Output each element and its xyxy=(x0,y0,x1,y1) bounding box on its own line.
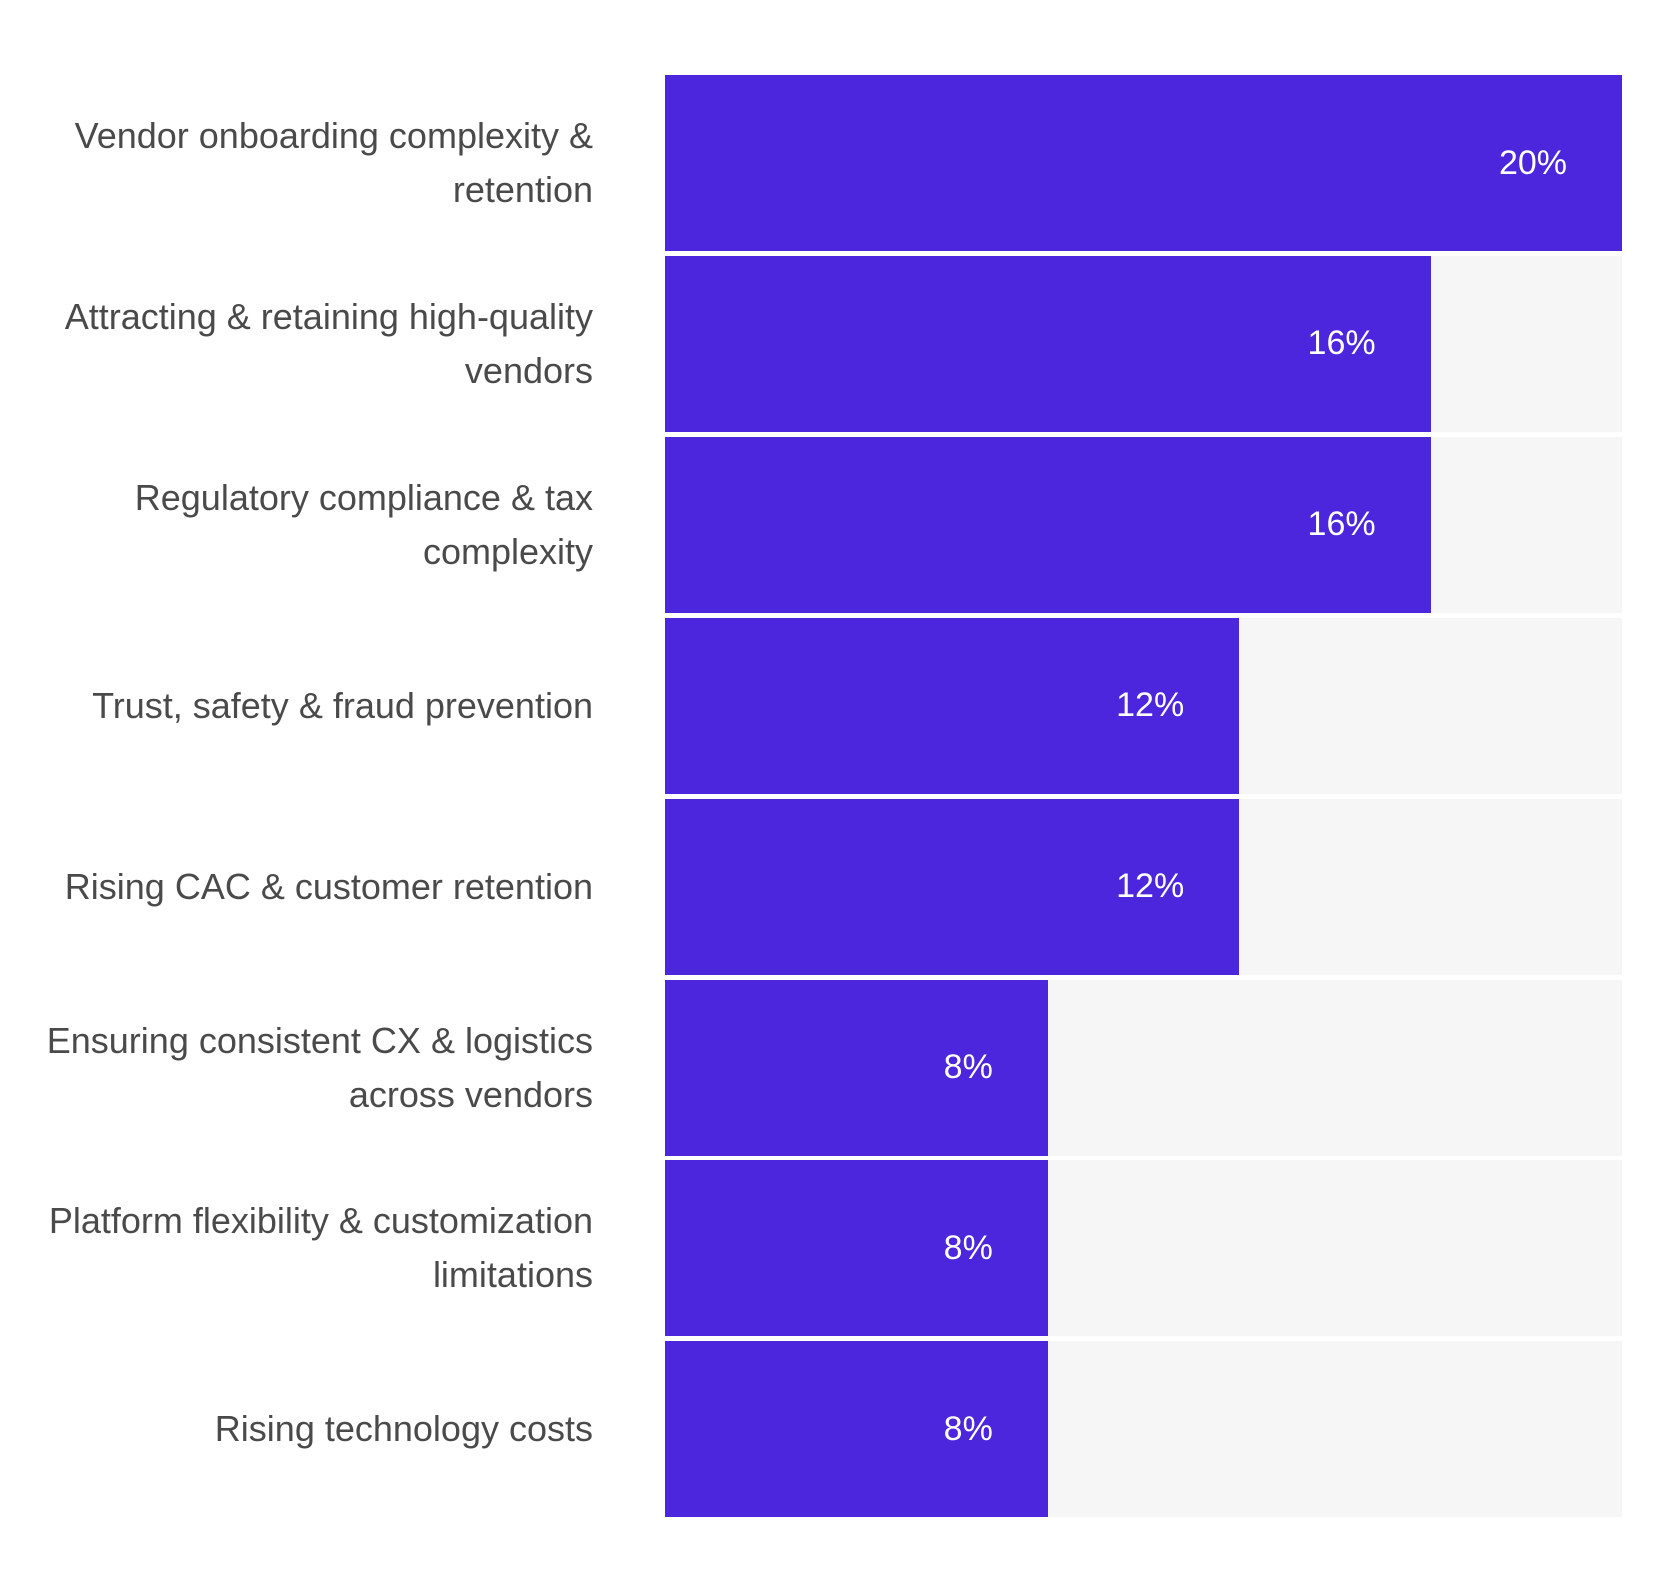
value-label: 12% xyxy=(1116,867,1185,906)
category-label: Platform flexibility & customization lim… xyxy=(48,1200,593,1296)
value-label: 12% xyxy=(1116,686,1185,725)
value-label: 8% xyxy=(943,1048,993,1086)
category-label: Trust, safety & fraud prevention xyxy=(92,684,593,726)
category-label: Rising technology costs xyxy=(214,1408,593,1450)
value-label: 8% xyxy=(943,1409,993,1448)
bar xyxy=(665,798,1240,975)
category-label: Regulatory compliance & tax complexity xyxy=(134,476,593,572)
bar xyxy=(665,979,1048,1156)
bar xyxy=(665,75,1622,251)
category-label: Attracting & retaining high-quality vend… xyxy=(64,295,593,391)
category-label: Vendor onboarding complexity & retention xyxy=(74,115,593,210)
bar xyxy=(665,1160,1048,1337)
bar xyxy=(665,436,1431,613)
category-label: Ensuring consistent CX & logistics acros… xyxy=(46,1019,593,1115)
bar xyxy=(665,1341,1048,1518)
category-label: Rising CAC & customer retention xyxy=(64,865,593,907)
bar xyxy=(665,617,1240,794)
bar xyxy=(665,255,1431,432)
value-label: 20% xyxy=(1498,143,1567,182)
value-label: 8% xyxy=(943,1228,993,1267)
value-label: 16% xyxy=(1307,505,1376,544)
value-label: 16% xyxy=(1307,324,1376,363)
